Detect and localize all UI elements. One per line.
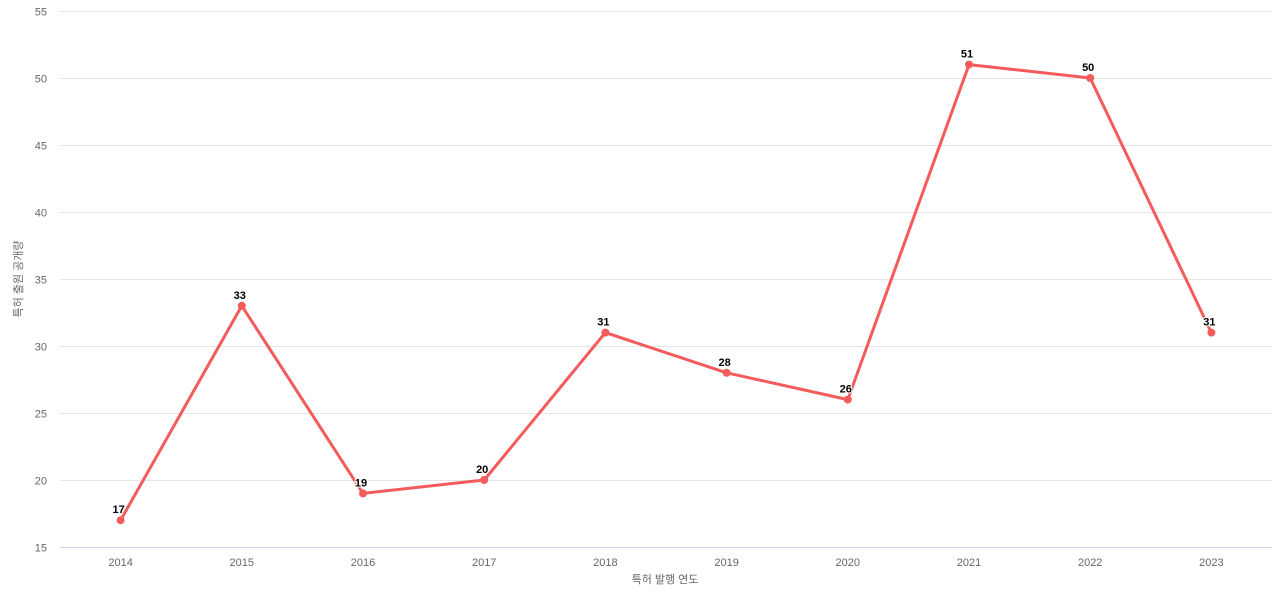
x-tick-label: 2022 (1078, 557, 1102, 569)
data-label: 20 (476, 464, 488, 476)
y-tick-label: 50 (35, 74, 47, 86)
y-tick-label: 20 (35, 476, 47, 488)
data-label: 33 (234, 290, 246, 302)
data-label: 28 (718, 357, 730, 369)
y-tick-label: 40 (35, 208, 47, 220)
x-tick-label: 2018 (593, 557, 617, 569)
x-tick-label: 2019 (714, 557, 738, 569)
data-point-marker[interactable] (359, 489, 367, 498)
data-label: 31 (1203, 317, 1215, 329)
series-line (119, 63, 1213, 522)
data-point-marker[interactable] (722, 368, 731, 377)
data-label: 26 (840, 384, 852, 396)
data-point-marker[interactable] (843, 395, 852, 404)
data-point-marker[interactable] (601, 328, 610, 337)
data-point-marker[interactable] (1207, 328, 1216, 337)
data-point-marker[interactable] (480, 476, 489, 484)
x-tick-label: 2020 (836, 557, 860, 569)
y-tick-label: 35 (35, 275, 47, 287)
x-tick-label: 2021 (957, 557, 981, 569)
data-label: 50 (1082, 62, 1094, 74)
data-point-marker[interactable] (116, 516, 125, 525)
x-tick-label: 2015 (230, 557, 254, 569)
data-label: 51 (961, 49, 973, 61)
y-tick-label: 30 (35, 342, 47, 354)
y-tick-label: 55 (35, 7, 47, 19)
y-tick-label: 45 (35, 141, 47, 153)
data-point-marker[interactable] (965, 60, 973, 69)
data-label: 19 (355, 477, 367, 489)
y-tick-label: 25 (35, 409, 47, 421)
data-label: 31 (597, 317, 609, 329)
data-point-marker[interactable] (1086, 74, 1095, 82)
x-tick-label: 2014 (108, 557, 132, 569)
x-tick-label: 2023 (1199, 557, 1223, 569)
data-label: 17 (112, 504, 124, 516)
data-point-marker[interactable] (237, 301, 246, 310)
x-tick-label: 2017 (472, 557, 496, 569)
x-tick-label: 2016 (351, 557, 375, 569)
y-tick-label: 15 (35, 543, 47, 555)
